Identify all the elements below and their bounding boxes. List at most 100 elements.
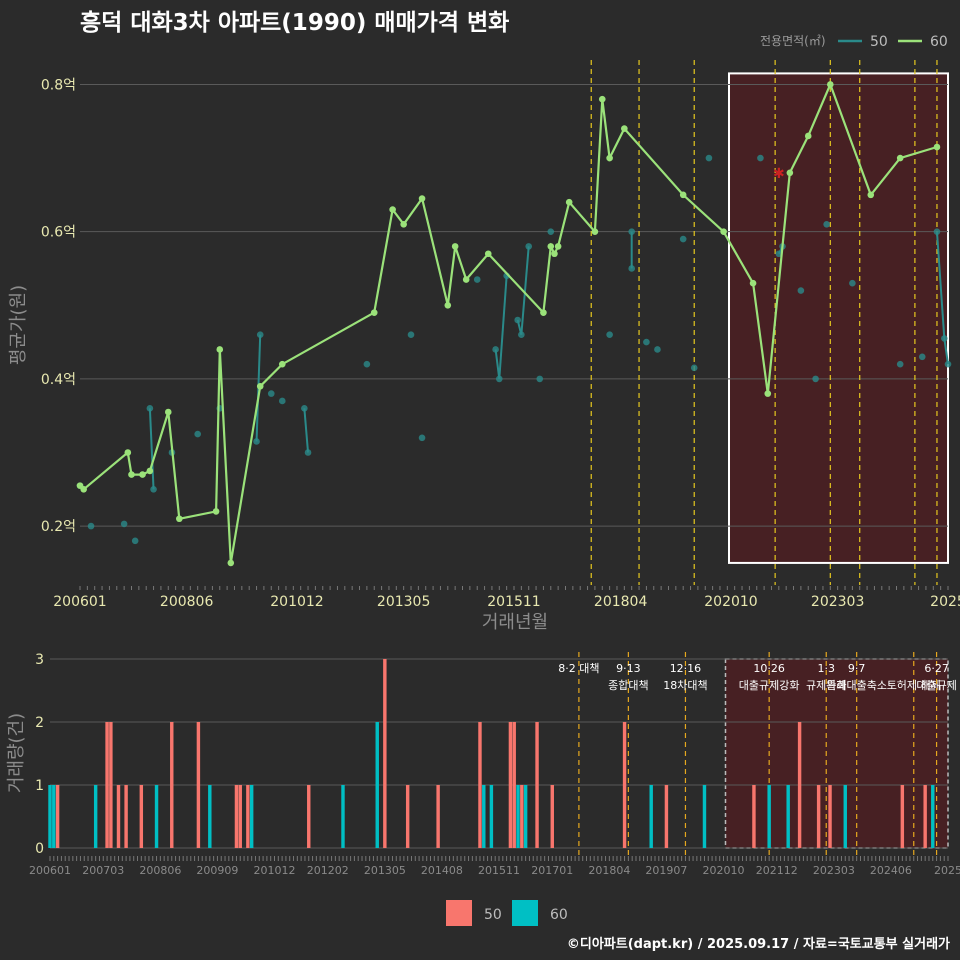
series-60-point: [256, 382, 264, 390]
volume-bar-60: [249, 785, 254, 848]
legend-label-50: 50: [870, 34, 888, 50]
series-60-point: [720, 228, 727, 235]
volume-bar-50: [170, 722, 174, 848]
volume-x-tick-label: 201511: [478, 864, 520, 877]
series-60-point: [547, 243, 555, 250]
legend-label-60: 60: [550, 907, 568, 923]
policy-event-label: 9·13: [616, 662, 641, 675]
series-50-point: [823, 221, 830, 228]
series-50-point: [278, 397, 286, 405]
volume-legend: 50 60: [446, 900, 568, 926]
volume-bar-50: [234, 785, 239, 848]
price-x-tick-label: 202303: [811, 594, 864, 610]
volume-bar-60: [767, 785, 771, 848]
volume-bar-60: [843, 785, 847, 848]
volume-bar-60: [52, 785, 56, 848]
series-60-point: [216, 346, 224, 353]
series-60-point: [896, 154, 904, 162]
volume-y-tick-label: 3: [35, 652, 44, 668]
legend-label-60: 60: [930, 34, 948, 50]
series-50-point: [941, 335, 948, 342]
volume-x-tick-label: 202303: [813, 864, 855, 877]
volume-bar-60: [649, 785, 653, 848]
policy-event-label: 12·16: [670, 662, 702, 675]
policy-event-label: 특례대출축소: [826, 679, 887, 692]
policy-event-label: 10·26: [753, 662, 785, 675]
volume-bar-50: [535, 722, 539, 848]
series-60-point: [400, 221, 407, 228]
series-50-point: [407, 331, 415, 339]
series-50-point: [304, 449, 312, 456]
series-50-point: [654, 346, 661, 353]
series-60-point: [227, 559, 235, 567]
volume-bar-50: [512, 722, 516, 848]
series-60-point: [444, 301, 452, 309]
chart-title: 흥덕 대화3차 아파트(1990) 매매가격 변화: [80, 10, 509, 36]
series-50-point: [705, 154, 713, 162]
series-60-point: [540, 309, 547, 316]
series-50-point: [87, 522, 95, 530]
marked-point: ✱: [773, 166, 785, 182]
volume-bar-50: [664, 785, 669, 848]
series-50-point: [757, 154, 764, 162]
series-50-point: [812, 375, 819, 383]
volume-x-tick-label: 201012: [254, 864, 296, 877]
legend-swatch-60: [512, 900, 538, 926]
volume-x-tick-label: 201305: [364, 864, 406, 877]
volume-x-tick-label: 202112: [756, 864, 798, 877]
series-50-segment: [935, 231, 946, 339]
series-50-point: [547, 228, 555, 235]
series-50-point: [301, 405, 308, 412]
volume-bar-50: [55, 785, 60, 848]
series-50-point: [628, 228, 635, 235]
volume-bar-60: [931, 785, 935, 848]
volume-bar-60: [154, 785, 159, 848]
volume-bar-50: [478, 722, 482, 848]
price-x-axis-title: 거래년월: [482, 612, 548, 633]
policy-event-label: 8·2 대책: [558, 662, 599, 675]
price-x-tick-label: 201305: [377, 594, 430, 610]
volume-bar-50: [139, 785, 144, 848]
series-60-point: [764, 390, 772, 397]
series-50-point: [253, 438, 260, 445]
volume-bar-50: [622, 722, 627, 848]
series-60-point: [867, 191, 875, 199]
volume-bar-50: [383, 659, 387, 848]
volume-x-tick-label: 200909: [196, 864, 238, 877]
price-x-tick-label: 201804: [594, 594, 648, 610]
series-60-point: [598, 95, 606, 103]
volume-bar-50: [828, 785, 832, 848]
price-x-tick-label: 201012: [270, 594, 323, 610]
volume-bar-60: [516, 785, 520, 848]
volume-bar-50: [105, 722, 109, 848]
series-50-point: [256, 331, 264, 339]
volume-x-tick-label: 201804: [588, 864, 630, 877]
series-50-point: [120, 520, 128, 528]
series-60-point: [418, 195, 426, 202]
series-50-point: [606, 331, 613, 339]
volume-bar-60: [489, 785, 494, 848]
series-50-point: [944, 360, 952, 368]
series-50-segment: [498, 275, 508, 379]
volume-bar-60: [93, 785, 98, 848]
volume-y-axis-title: 거래량(건): [6, 713, 27, 793]
volume-x-tick-label: 201408: [421, 864, 463, 877]
series-60-point: [146, 467, 154, 475]
volume-x-tick-label: 201701: [531, 864, 573, 877]
series-50-point: [518, 331, 525, 339]
series-60-point: [565, 198, 573, 206]
series-50-point: [473, 276, 481, 283]
series-50-point: [514, 316, 521, 324]
price-x-tick-label: 200601: [53, 594, 106, 610]
volume-bar-60: [786, 785, 790, 848]
volume-bar-50: [238, 785, 242, 848]
volume-bar-50: [109, 722, 113, 848]
series-50-point: [896, 360, 904, 368]
volume-bar-50: [124, 785, 128, 848]
policy-event-label: 종합대책: [608, 679, 648, 692]
policy-event-label: 9·7: [848, 662, 866, 675]
series-60-point: [389, 206, 396, 213]
volume-bar-60: [523, 785, 528, 848]
series-60-point: [551, 250, 558, 258]
price-y-axis-title: 평균가(원): [8, 285, 29, 365]
